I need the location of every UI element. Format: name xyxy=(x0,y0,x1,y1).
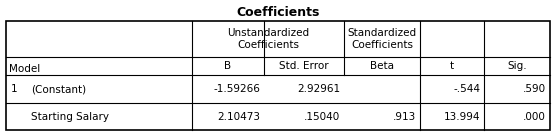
Text: .590: .590 xyxy=(523,84,546,94)
Text: Starting Salary: Starting Salary xyxy=(31,111,109,122)
Text: .000: .000 xyxy=(523,111,546,122)
Text: Standardized
Coefficients: Standardized Coefficients xyxy=(348,28,416,50)
Text: 1: 1 xyxy=(11,84,18,94)
Text: 2.10473: 2.10473 xyxy=(217,111,260,122)
Text: -.544: -.544 xyxy=(453,84,480,94)
Text: Std. Error: Std. Error xyxy=(279,61,329,71)
Text: Coefficients: Coefficients xyxy=(236,6,320,19)
Text: Sig.: Sig. xyxy=(507,61,527,71)
Text: Unstandardized
Coefficients: Unstandardized Coefficients xyxy=(227,28,309,50)
Bar xyxy=(6,21,550,130)
Text: (Constant): (Constant) xyxy=(31,84,86,94)
Text: 13.994: 13.994 xyxy=(444,111,480,122)
Text: -1.59266: -1.59266 xyxy=(213,84,260,94)
Text: Beta: Beta xyxy=(370,61,394,71)
Text: 2.92961: 2.92961 xyxy=(297,84,340,94)
Text: Model: Model xyxy=(9,63,40,74)
Text: t: t xyxy=(450,61,454,71)
Text: .15040: .15040 xyxy=(304,111,340,122)
Text: B: B xyxy=(225,61,231,71)
Text: .913: .913 xyxy=(393,111,416,122)
